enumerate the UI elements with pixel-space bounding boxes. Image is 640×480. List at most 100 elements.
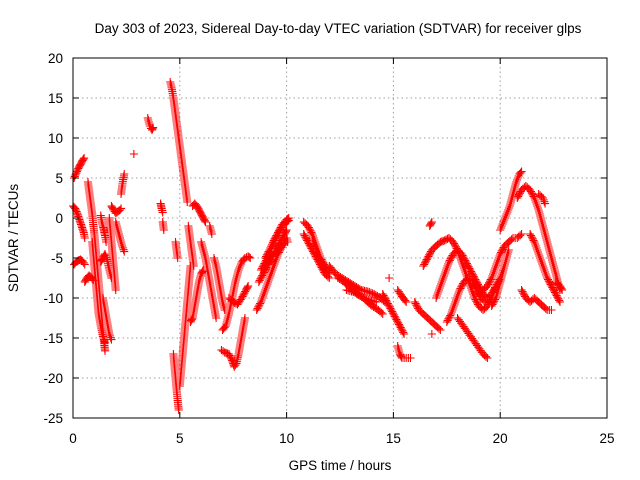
data-point-marker xyxy=(449,237,458,247)
data-point-marker xyxy=(425,250,434,259)
data-point-marker xyxy=(394,320,404,329)
y-tick-label: 10 xyxy=(48,131,63,146)
data-point-marker xyxy=(507,235,516,244)
data-point-marker xyxy=(545,278,554,287)
data-point-marker xyxy=(400,329,409,339)
data-point-marker xyxy=(378,309,387,319)
data-point-marker xyxy=(380,293,389,302)
data-point-marker xyxy=(410,297,419,307)
data-point-marker xyxy=(442,317,451,327)
data-point-marker xyxy=(504,245,513,255)
data-point-marker xyxy=(455,285,464,295)
data-point-marker xyxy=(260,259,269,268)
data-point-marker xyxy=(526,185,535,195)
data-point-marker xyxy=(255,301,264,310)
data-point-marker xyxy=(385,273,394,283)
data-point-marker xyxy=(174,405,183,415)
data-point-marker xyxy=(487,301,496,311)
data-point-marker xyxy=(270,234,279,243)
data-point-marker xyxy=(276,237,285,247)
data-point-marker xyxy=(271,233,280,242)
data-point-marker xyxy=(406,353,415,363)
data-point-marker xyxy=(443,316,452,325)
data-point-marker xyxy=(363,287,372,296)
data-point-marker xyxy=(257,264,266,273)
data-point-marker xyxy=(301,233,310,242)
data-point-marker xyxy=(426,249,435,258)
data-point-marker xyxy=(398,326,407,335)
data-point-marker xyxy=(201,217,210,227)
data-point-marker xyxy=(413,302,422,311)
data-point-marker xyxy=(543,275,553,284)
data-point-marker xyxy=(73,165,82,175)
data-point-marker xyxy=(183,197,192,207)
data-point-marker xyxy=(485,278,494,287)
data-point-marker xyxy=(273,229,282,239)
data-point-marker xyxy=(118,243,127,252)
data-point-marker xyxy=(72,207,81,216)
data-point-marker xyxy=(489,298,498,307)
data-point-marker xyxy=(472,285,481,295)
data-point-marker xyxy=(220,323,229,332)
data-point-marker xyxy=(397,325,406,334)
data-point-marker xyxy=(237,293,246,303)
data-point-marker xyxy=(386,304,395,313)
data-point-marker xyxy=(275,225,284,234)
data-point-marker xyxy=(246,253,255,263)
y-tick-label: -15 xyxy=(43,331,63,346)
data-point-marker xyxy=(207,229,216,239)
x-tick-label: 5 xyxy=(176,431,184,446)
data-point-marker xyxy=(253,304,262,313)
data-point-marker xyxy=(490,297,499,306)
data-point-marker xyxy=(258,271,267,280)
data-point-marker xyxy=(391,313,400,323)
data-point-marker xyxy=(529,192,538,201)
x-axis-label: GPS time / hours xyxy=(289,458,392,473)
data-point-marker xyxy=(70,172,79,181)
data-point-marker xyxy=(189,261,198,271)
data-point-marker xyxy=(549,286,559,295)
y-axis: 20 15 10 5 0 -5 -10 -15 -20 -25 xyxy=(43,51,607,426)
data-point-marker xyxy=(79,155,88,164)
data-point-marker xyxy=(389,310,398,319)
data-point-marker xyxy=(485,277,494,286)
data-point-marker xyxy=(514,190,524,199)
data-point-marker xyxy=(100,338,110,347)
data-point-marker xyxy=(256,299,265,308)
x-tick-label: 10 xyxy=(279,431,294,446)
data-point-marker xyxy=(365,288,374,297)
plot-frame xyxy=(72,57,608,419)
x-tick-label: 15 xyxy=(386,431,401,446)
data-point-marker xyxy=(557,284,566,293)
data-point-marker xyxy=(225,351,234,360)
data-point-marker xyxy=(108,204,117,213)
data-point-marker xyxy=(239,290,248,299)
data-point-marker xyxy=(300,231,309,240)
data-point-marker xyxy=(388,307,397,316)
data-point-marker xyxy=(467,267,476,276)
data-point-marker xyxy=(469,279,478,288)
data-point-marker xyxy=(264,247,273,256)
data-point-marker xyxy=(305,225,314,234)
data-point-marker xyxy=(481,352,491,361)
data-point-marker xyxy=(543,273,552,283)
data-point-marker xyxy=(459,253,468,262)
data-point-marker xyxy=(497,246,506,255)
data-point-marker xyxy=(377,308,386,317)
data-point-marker xyxy=(446,311,455,320)
y-tick-label: 5 xyxy=(55,171,63,186)
data-point-marker xyxy=(460,254,469,263)
data-point-marker xyxy=(551,289,560,299)
data-point-marker xyxy=(283,237,292,247)
data-point-marker xyxy=(553,293,562,302)
data-point-marker xyxy=(381,294,390,303)
data-point-marker xyxy=(463,261,472,270)
data-point-marker xyxy=(479,296,488,305)
data-point-marker xyxy=(120,169,129,179)
data-point-marker xyxy=(227,354,236,363)
data-point-marker xyxy=(256,265,266,275)
data-point-marker xyxy=(238,292,247,301)
y-tick-label: 20 xyxy=(48,51,63,66)
data-point-marker xyxy=(200,216,209,225)
